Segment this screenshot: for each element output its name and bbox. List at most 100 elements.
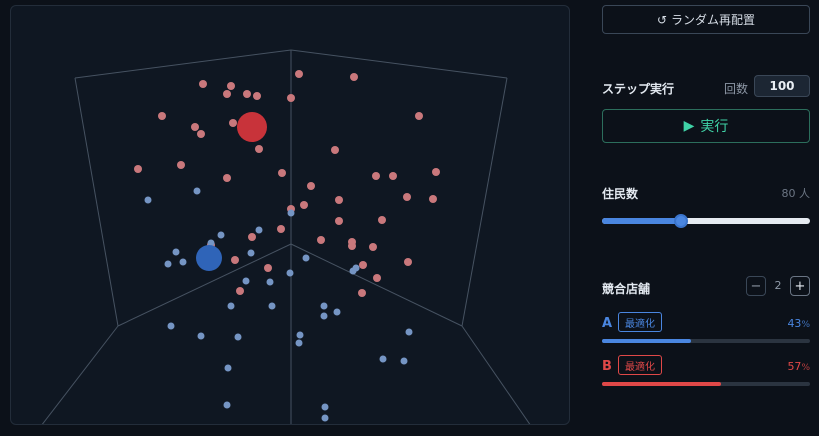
resident-dot-red <box>404 258 412 266</box>
resident-dot-red <box>197 130 205 138</box>
resident-dot-blue <box>333 308 341 316</box>
resident-dot-red <box>335 217 343 225</box>
resident-dot-blue <box>247 249 255 257</box>
resident-dot-blue <box>320 312 328 320</box>
resident-dot-blue <box>179 258 187 266</box>
resident-dot-red <box>358 289 366 297</box>
resident-dot-blue <box>167 322 175 330</box>
resident-dot-blue <box>207 239 215 247</box>
refresh-icon: ↺ <box>656 12 668 27</box>
residents-value: 80 人 <box>781 187 811 200</box>
resident-dot-red <box>335 196 343 204</box>
resident-dot-red <box>243 90 251 98</box>
cube-edge <box>74 77 119 327</box>
resident-dot-red <box>278 169 286 177</box>
step-run-label: ステップ実行 <box>602 82 675 96</box>
resident-dot-red <box>134 165 142 173</box>
resident-dot-red <box>359 261 367 269</box>
cube-edge <box>290 49 508 79</box>
random-relocate-label: ランダム再配置 <box>671 13 756 27</box>
resident-dot-red <box>158 112 166 120</box>
iteration-count-label: 回数 <box>724 82 749 96</box>
resident-dot-blue <box>164 260 172 268</box>
resident-dot-blue <box>296 331 304 339</box>
resident-dot-red <box>373 274 381 282</box>
store-b-sphere[interactable] <box>237 112 267 142</box>
store-share-percent: 57% <box>787 360 810 373</box>
store-share-bar <box>602 339 810 343</box>
resident-dot-red <box>231 256 239 264</box>
resident-dot-red <box>295 70 303 78</box>
increase-stores-button[interactable]: + <box>790 276 810 296</box>
residents-slider[interactable] <box>602 214 810 228</box>
resident-dot-red <box>264 264 272 272</box>
resident-dot-red <box>199 80 207 88</box>
resident-dot-blue <box>217 231 225 239</box>
slider-fill <box>602 218 682 224</box>
resident-dot-red <box>350 73 358 81</box>
resident-dot-blue <box>268 302 276 310</box>
resident-dot-red <box>236 287 244 295</box>
resident-dot-red <box>403 193 411 201</box>
cube-edge <box>41 325 119 424</box>
resident-dot-blue <box>224 364 232 372</box>
simulation-viewport[interactable] <box>10 5 570 425</box>
store-letter: B <box>602 359 612 374</box>
store-a-sphere[interactable] <box>196 245 222 271</box>
resident-dot-red <box>248 233 256 241</box>
resident-dot-blue <box>255 226 263 234</box>
resident-dot-blue <box>405 328 413 336</box>
decrease-stores-button[interactable]: − <box>746 276 766 296</box>
resident-dot-red <box>277 225 285 233</box>
run-button[interactable]: ▶ 実行 <box>602 109 810 143</box>
resident-dot-blue <box>320 302 328 310</box>
resident-dot-blue <box>349 267 357 275</box>
resident-dot-red <box>389 172 397 180</box>
resident-dot-blue <box>400 357 408 365</box>
scene-canvas[interactable] <box>11 6 570 425</box>
resident-dot-blue <box>227 302 235 310</box>
resident-dot-red <box>223 174 231 182</box>
resident-dot-blue <box>286 269 294 277</box>
store-share-percent: 43% <box>787 317 810 330</box>
store-share-fill <box>602 382 721 386</box>
resident-dot-red <box>307 182 315 190</box>
optimize-store-b-button[interactable]: 最適化 <box>618 355 662 375</box>
cube-edge <box>117 243 292 327</box>
cube-edge <box>461 325 531 424</box>
resident-dot-red <box>253 92 261 100</box>
resident-dot-red <box>255 145 263 153</box>
resident-dot-blue <box>223 401 231 409</box>
slider-track[interactable] <box>602 218 810 224</box>
resident-dot-blue <box>197 332 205 340</box>
random-relocate-button[interactable]: ↺ ランダム再配置 <box>602 5 810 34</box>
resident-dot-blue <box>302 254 310 262</box>
resident-dot-blue <box>287 209 295 217</box>
cube-edge <box>290 243 463 327</box>
store-share-fill <box>602 339 692 343</box>
resident-dot-blue <box>321 414 329 422</box>
resident-dot-red <box>229 119 237 127</box>
stores-count: 2 <box>774 279 782 292</box>
resident-dot-blue <box>242 277 250 285</box>
resident-dot-blue <box>193 187 201 195</box>
resident-dot-red <box>432 168 440 176</box>
resident-dot-blue <box>321 403 329 411</box>
store-share-bar <box>602 382 810 386</box>
store-letter: A <box>602 316 613 331</box>
resident-dot-red <box>369 243 377 251</box>
run-label: 実行 <box>700 119 729 135</box>
resident-dot-red <box>177 161 185 169</box>
resident-dot-red <box>415 112 423 120</box>
resident-dot-red <box>317 236 325 244</box>
resident-dot-blue <box>144 196 152 204</box>
resident-dot-blue <box>379 355 387 363</box>
optimize-store-a-button[interactable]: 最適化 <box>618 312 662 332</box>
resident-dot-blue <box>172 248 180 256</box>
resident-dot-blue <box>234 333 242 341</box>
resident-dot-red <box>287 94 295 102</box>
resident-dot-red <box>348 242 356 250</box>
resident-dot-blue <box>266 278 274 286</box>
iteration-count-input[interactable] <box>754 75 810 97</box>
slider-thumb[interactable] <box>674 214 689 228</box>
